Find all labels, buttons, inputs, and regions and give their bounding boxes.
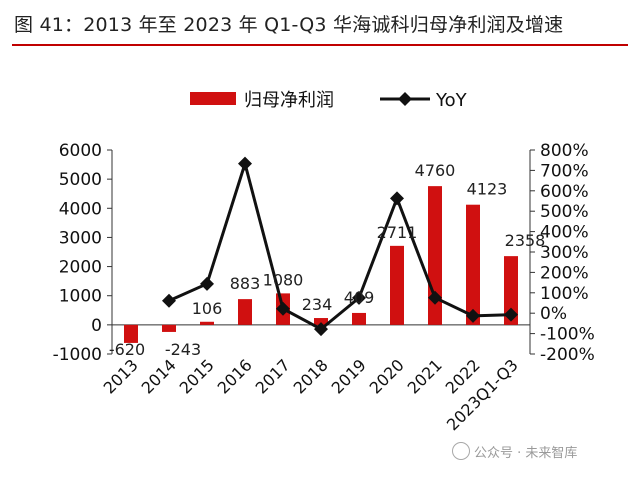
legend-line-label: YoY: [435, 90, 468, 111]
right-tick-label: 800%: [540, 141, 589, 161]
x-tick-label: 2016: [214, 355, 256, 397]
right-tick-label: 300%: [540, 243, 589, 263]
legend-bar-label: 归母净利润: [244, 90, 334, 111]
left-tick-label: 5000: [59, 170, 102, 190]
left-tick-label: -1000: [53, 345, 102, 365]
left-tick-label: 1000: [59, 287, 102, 307]
bar-value-label: -243: [165, 340, 201, 359]
bar-2013: [124, 324, 138, 343]
right-tick-label: 0%: [540, 304, 567, 324]
bar-2016: [238, 299, 252, 325]
data-labels: -620 -243 106 883 1080 234 409 2711 4760 4123 2358: [109, 161, 546, 359]
left-tick-label: 2000: [59, 258, 102, 278]
x-tick-label: 2021: [404, 355, 446, 397]
bar-2014: [162, 324, 176, 332]
right-tick-label: 100%: [540, 284, 589, 304]
bar-value-label: 234: [302, 295, 333, 314]
yoy-marker-2023Q1-Q3: [504, 307, 518, 322]
watermark-text: 公众号 · 未来智库: [474, 446, 578, 461]
bar-value-label: 2358: [505, 231, 546, 250]
right-tick-label: 400%: [540, 223, 589, 243]
bar-value-label: 409: [344, 288, 375, 307]
yoy-marker-2020: [390, 191, 404, 206]
right-tick-label: 200%: [540, 263, 589, 283]
right-tick-label: 700%: [540, 161, 589, 181]
legend-line-marker: [398, 92, 412, 106]
bar-series: [124, 186, 518, 343]
x-tick-label: 2014: [138, 355, 180, 397]
yoy-marker-2016: [238, 156, 252, 171]
yoy-marker-2014: [162, 293, 176, 308]
yoy-marker-2018: [314, 322, 328, 337]
bar-value-label: 106: [192, 299, 223, 318]
yoy-marker-2022: [466, 308, 480, 323]
left-tick-label: 6000: [59, 141, 102, 161]
yoy-marker-2021: [428, 290, 442, 305]
right-tick-label: 500%: [540, 202, 589, 222]
bar-2019: [352, 312, 366, 325]
bar-2023Q1-Q3: [504, 256, 518, 325]
x-tick-label: 2018: [290, 355, 332, 397]
bar-value-label: 4123: [467, 180, 508, 199]
right-tick-label: -100%: [540, 325, 595, 345]
x-tick-label: 2019: [328, 355, 370, 397]
left-tick-label: 4000: [59, 199, 102, 219]
bar-value-label: 883: [230, 274, 261, 293]
title-rule: [12, 44, 628, 46]
right-tick-label: -200%: [540, 345, 595, 365]
yoy-marker-2015: [200, 276, 214, 291]
yoy-marker-2019: [352, 290, 366, 305]
yoy-marker-2017: [276, 301, 290, 316]
left-tick-label: 3000: [59, 228, 102, 248]
x-tick-label: 2015: [176, 355, 218, 397]
bar-value-label: 1080: [263, 270, 304, 289]
left-tick-label: 0: [91, 316, 102, 336]
legend-bar-swatch: [190, 92, 236, 105]
watermark: 公众号 · 未来智库: [452, 442, 577, 461]
bar-2018: [314, 318, 328, 325]
bar-value-label: -620: [109, 340, 145, 359]
x-tick-label: 2013: [100, 355, 142, 397]
wechat-icon: [452, 442, 470, 460]
right-tick-label: 600%: [540, 182, 589, 202]
yoy-line: [168, 158, 512, 331]
bar-value-label: 2711: [377, 223, 418, 242]
line-series: [162, 156, 518, 337]
bar-2020: [390, 245, 404, 325]
x-tick-label: 2020: [366, 355, 408, 397]
bar-value-label: 4760: [415, 161, 456, 180]
figure-title: 图 41：2013 年至 2023 年 Q1-Q3 华海诚科归母净利润及增速: [14, 14, 564, 36]
bar-2022: [466, 204, 480, 325]
bar-2015: [200, 321, 214, 325]
x-tick-label: 2017: [252, 355, 294, 397]
legend: 归母净利润 YoY: [190, 90, 468, 111]
